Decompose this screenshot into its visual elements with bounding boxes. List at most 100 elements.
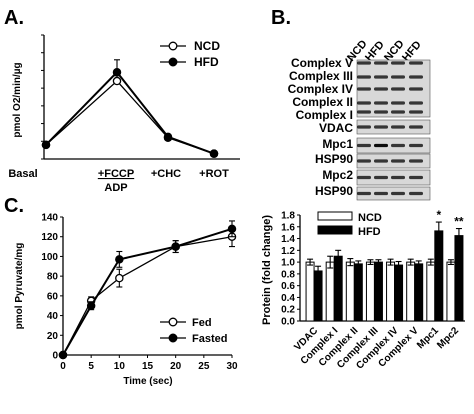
- blot-band: [357, 110, 371, 114]
- x-tick-label: 10: [114, 361, 126, 372]
- x-tick-label: +CHC: [151, 168, 181, 180]
- blot-band: [391, 75, 405, 79]
- band-label: Complex I: [296, 108, 353, 122]
- x-tick-label: Mpc1: [415, 325, 441, 351]
- legend-marker-ncd: [168, 41, 178, 51]
- band-label: Complex III: [289, 69, 353, 83]
- y-tick-label: 80: [47, 272, 59, 283]
- data-point-fasted: [58, 350, 68, 360]
- y-axis-label: Protein (fold change): [261, 215, 273, 325]
- blot-band: [374, 101, 388, 105]
- significance-marker: *: [436, 208, 441, 222]
- blot-band: [357, 175, 371, 180]
- blot-band: [391, 159, 405, 163]
- data-point-hfd: [112, 67, 122, 77]
- bar-ncd: [305, 261, 315, 322]
- legend-marker-fasted: [168, 333, 178, 343]
- legend-label-hfd: HFD: [358, 226, 381, 238]
- bar-hfd: [333, 255, 343, 322]
- y-tick-label: 1.6: [281, 222, 295, 233]
- data-point-fasted: [115, 255, 124, 264]
- band-label: Mpc2: [322, 168, 353, 182]
- x-tick-label: 25: [198, 361, 210, 372]
- blot-band: [391, 110, 405, 114]
- blot-band: [409, 191, 423, 196]
- panel-a-chart: pmol O2/min/µg Basal +FCCP +CHC +ROT ADP NCD HF…: [8, 34, 240, 194]
- blot-band: [357, 75, 371, 79]
- bar-ncd: [365, 261, 375, 322]
- band-label: Mpc1: [322, 137, 353, 151]
- y-axis-label: pmol O2/min/µg: [12, 62, 23, 137]
- y-tick-label: 0.2: [281, 305, 295, 316]
- blot-band: [357, 125, 371, 129]
- bar-ncd: [426, 261, 436, 322]
- band-label: HSP90: [315, 184, 353, 198]
- band-label: HSP90: [315, 152, 353, 166]
- blot-band: [391, 101, 405, 105]
- blot-band: [374, 143, 388, 148]
- series-line-hfd: [45, 70, 215, 155]
- blot-band: [409, 125, 423, 129]
- panel-label-a: A.: [4, 7, 24, 29]
- blot-band: [391, 87, 405, 91]
- blot-band: [409, 175, 423, 180]
- blot-band: [374, 87, 388, 91]
- legend-marker-hfd: [168, 57, 178, 67]
- x-tick-sublabel: ADP: [104, 182, 127, 194]
- blot-band: [374, 159, 388, 163]
- bar-hfd: [313, 270, 323, 322]
- y-tick-label: 1.4: [281, 234, 295, 245]
- data-point-fasted: [86, 301, 96, 310]
- panel-label-b: B.: [271, 7, 291, 29]
- blot-band: [357, 101, 371, 105]
- blot-band: [391, 191, 405, 196]
- blot-band: [357, 87, 371, 91]
- band-label: Complex IV: [288, 82, 353, 96]
- blot-band: [409, 61, 423, 65]
- y-tick-label: 1.2: [281, 246, 295, 257]
- blot-band: [391, 175, 405, 180]
- bar-ncd: [345, 261, 355, 322]
- x-tick-label: +FCCP: [98, 168, 134, 180]
- y-axis-label: pmol Pyruvate/mg: [14, 243, 25, 330]
- blot-band: [374, 175, 388, 180]
- bar-hfd: [353, 263, 363, 322]
- y-tick-label: 1.0: [281, 258, 295, 269]
- blot-band: [374, 110, 388, 114]
- bar-ncd: [406, 261, 416, 322]
- blot-band: [357, 143, 371, 148]
- panel-label-c: C.: [4, 195, 24, 217]
- blot-band: [409, 87, 423, 91]
- x-tick-label: 20: [170, 361, 182, 372]
- y-tick-label: 0.0: [281, 317, 295, 328]
- y-tick-label: 0.6: [281, 281, 295, 292]
- blot-band: [391, 143, 405, 148]
- x-axis-label: Time (sec): [123, 376, 172, 387]
- y-tick-label: 120: [41, 232, 58, 243]
- blot-band: [409, 75, 423, 79]
- panel-c-chart: 0 20 40 60 80 100 120 140 0 5 10 15 20 25 30 Time (sec)…: [14, 213, 238, 388]
- bar-hfd: [414, 263, 424, 322]
- blot-band: [374, 125, 388, 129]
- blot-band: [409, 143, 423, 148]
- data-point-hfd: [41, 140, 51, 150]
- x-tick-label: Mpc2: [435, 325, 461, 351]
- data-point-fasted: [227, 224, 237, 234]
- legend-label-fed: Fed: [192, 317, 212, 329]
- x-tick-label: 5: [88, 361, 94, 372]
- blot-band: [374, 191, 388, 196]
- band-label: Complex II: [292, 95, 353, 109]
- legend-swatch-ncd: [317, 211, 353, 221]
- legend-label-hfd: HFD: [194, 55, 219, 69]
- x-tick-label: Basal: [8, 168, 37, 180]
- data-point-fasted: [171, 242, 180, 251]
- blot-band: [391, 125, 405, 129]
- bar-ncd: [325, 261, 335, 322]
- band-label: Complex V: [291, 56, 353, 70]
- y-tick-label: 0.4: [281, 293, 295, 304]
- bar-ncd: [446, 261, 456, 322]
- y-tick-label: 0: [52, 351, 58, 362]
- data-point-hfd: [209, 149, 219, 158]
